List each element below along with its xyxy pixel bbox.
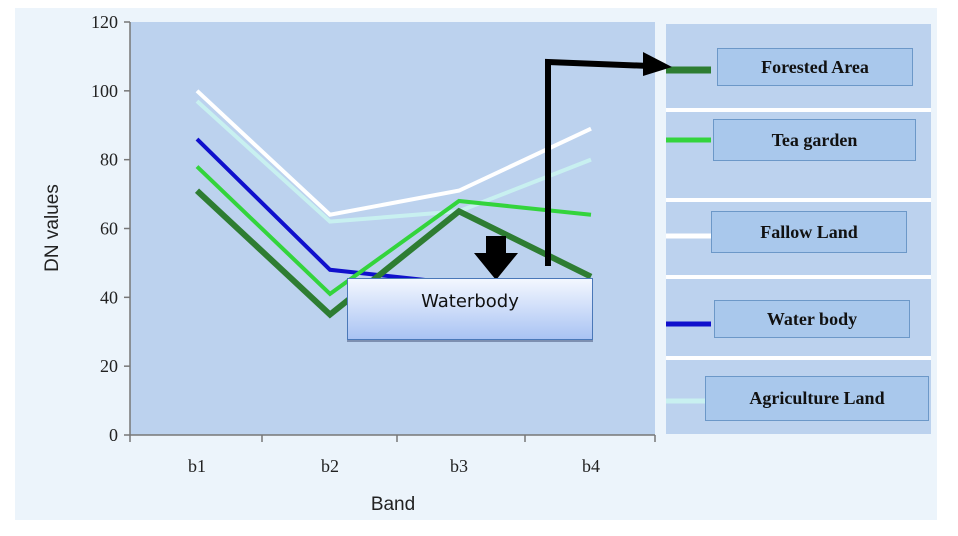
plot-background — [130, 22, 655, 435]
arrow-head — [643, 52, 672, 76]
legend-label-agriculture-land: Agriculture Land — [705, 376, 929, 421]
legend-separators — [666, 108, 931, 360]
arrow-shaft — [545, 58, 651, 266]
x-axis-label: Band — [371, 494, 415, 515]
y-tick-label: 40 — [100, 287, 118, 307]
y-tick-label: 0 — [109, 425, 118, 445]
y-tick-label: 80 — [100, 150, 118, 170]
y-tick-label: 120 — [91, 12, 118, 32]
x-tick-label-b4: b4 — [582, 456, 600, 476]
y-tick-label: 60 — [100, 219, 118, 239]
y-tick-label: 20 — [100, 356, 118, 376]
legend-label-fallow-land: Fallow Land — [711, 211, 907, 253]
legend-label-forested-area: Forested Area — [717, 48, 913, 86]
x-tick-label-b2: b2 — [321, 456, 339, 476]
y-tick-label: 100 — [91, 81, 118, 101]
legend-label-water-body: Water body — [714, 300, 910, 338]
series-line-agriculture-land — [195, 99, 592, 224]
series-line-forested-area — [194, 188, 593, 319]
down-arrow-head — [474, 253, 518, 280]
down-arrow — [474, 236, 518, 280]
x-tick-label-b1: b1 — [188, 456, 206, 476]
x-ticks: b1 b2 b3 b4 — [129, 435, 656, 476]
series-line-fallow-land — [195, 89, 592, 217]
y-axis-label: DN values — [42, 184, 63, 272]
waterbody-annotation: Waterbody — [347, 278, 593, 340]
arrow-to-legend — [545, 52, 672, 266]
down-arrow-shaft — [486, 236, 506, 254]
x-tick-label-b3: b3 — [450, 456, 468, 476]
y-ticks: 0 20 40 60 80 100 120 — [91, 12, 130, 445]
series-line-tea-garden — [195, 165, 592, 297]
legend-swatches — [666, 66, 711, 404]
legend-label-tea-garden: Tea garden — [713, 119, 916, 161]
